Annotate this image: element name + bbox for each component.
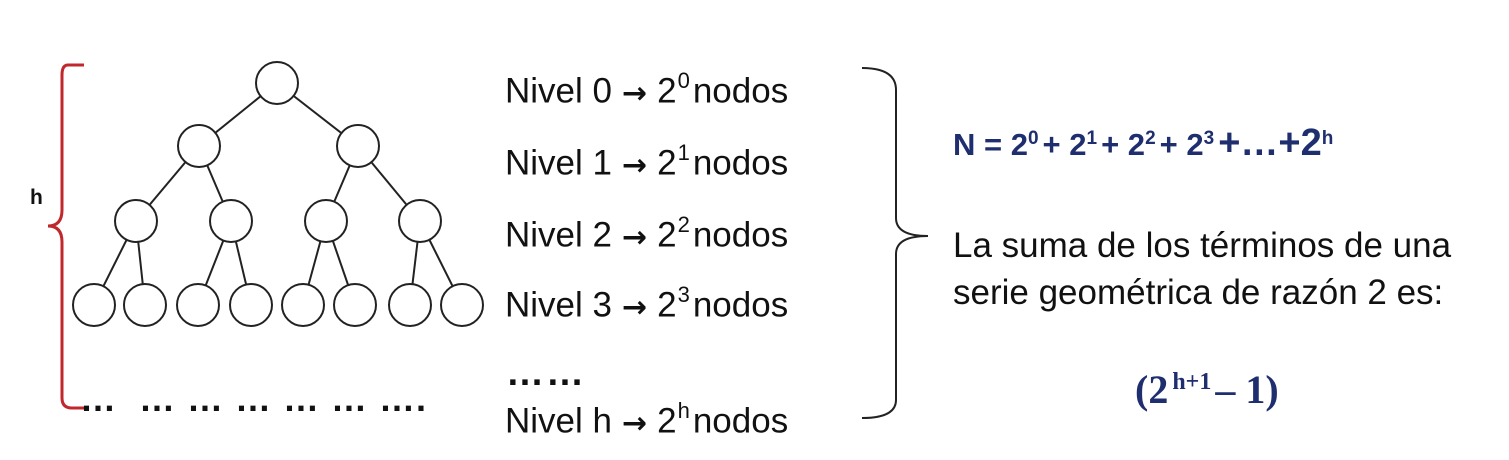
tree-node bbox=[176, 283, 220, 327]
level-exponent: h bbox=[677, 398, 690, 423]
tree-node bbox=[114, 199, 158, 243]
level-suffix: nodos bbox=[692, 215, 789, 255]
level-exponent: 1 bbox=[677, 140, 690, 165]
tree-node bbox=[388, 283, 432, 327]
level-exponent: 0 bbox=[677, 68, 690, 93]
level-base: 2 bbox=[657, 215, 677, 255]
arrow-icon: → bbox=[621, 219, 648, 255]
arrow-icon: → bbox=[621, 147, 648, 183]
level-exponent: 2 bbox=[677, 212, 690, 237]
level-row-2: Nivel 2 → 22nodos bbox=[505, 214, 789, 255]
level-name: Nivel 0 bbox=[505, 71, 612, 111]
tree-edges bbox=[93, 82, 463, 306]
tree-node bbox=[209, 199, 253, 243]
geometric-series-description: La suma de los términos de una serie geo… bbox=[953, 226, 1452, 312]
levels-ellipsis: …… bbox=[506, 352, 586, 394]
level-suffix: nodos bbox=[692, 285, 789, 325]
tree-node bbox=[398, 199, 442, 243]
tree-node bbox=[304, 199, 348, 243]
level-name: Nivel h bbox=[505, 401, 612, 441]
tree-node bbox=[72, 283, 116, 327]
level-base: 2 bbox=[657, 401, 677, 441]
level-name: Nivel 1 bbox=[505, 143, 612, 183]
tree-node bbox=[336, 124, 380, 168]
tree-node bbox=[440, 283, 484, 327]
level-row-0: Nivel 0 → 20nodos bbox=[505, 70, 789, 111]
level-row-1: Nivel 1 → 21nodos bbox=[505, 142, 789, 183]
level-suffix: nodos bbox=[692, 71, 789, 111]
level-row-3: Nivel 3 → 23nodos bbox=[505, 284, 789, 325]
sum-formula: N = 20 + 21 + 22 + 23 +…+2h bbox=[953, 122, 1334, 164]
tree-nodes bbox=[72, 61, 484, 327]
tree-node bbox=[177, 124, 221, 168]
tree-node bbox=[123, 283, 167, 327]
tree-node bbox=[281, 283, 325, 327]
arrow-icon: → bbox=[621, 75, 648, 111]
level-base: 2 bbox=[657, 285, 677, 325]
levels-bracket bbox=[861, 67, 929, 419]
tree-node bbox=[255, 61, 299, 105]
arrow-icon: → bbox=[621, 289, 648, 325]
tree-node bbox=[333, 283, 377, 327]
tree-node bbox=[229, 283, 273, 327]
level-name: Nivel 2 bbox=[505, 215, 612, 255]
arrow-icon: → bbox=[621, 405, 648, 441]
level-base: 2 bbox=[657, 71, 677, 111]
height-label: h bbox=[30, 186, 43, 209]
level-base: 2 bbox=[657, 143, 677, 183]
result-formula: (2 h+1– 1) bbox=[1135, 367, 1279, 412]
level-suffix: nodos bbox=[692, 401, 789, 441]
level-suffix: nodos bbox=[692, 143, 789, 183]
level-row-h: Nivel h → 2hnodos bbox=[505, 400, 789, 441]
level-name: Nivel 3 bbox=[505, 285, 612, 325]
height-bracket bbox=[47, 63, 84, 410]
bottom-ellipsis: … … … … … … …. bbox=[80, 378, 428, 419]
level-exponent: 3 bbox=[677, 282, 690, 307]
